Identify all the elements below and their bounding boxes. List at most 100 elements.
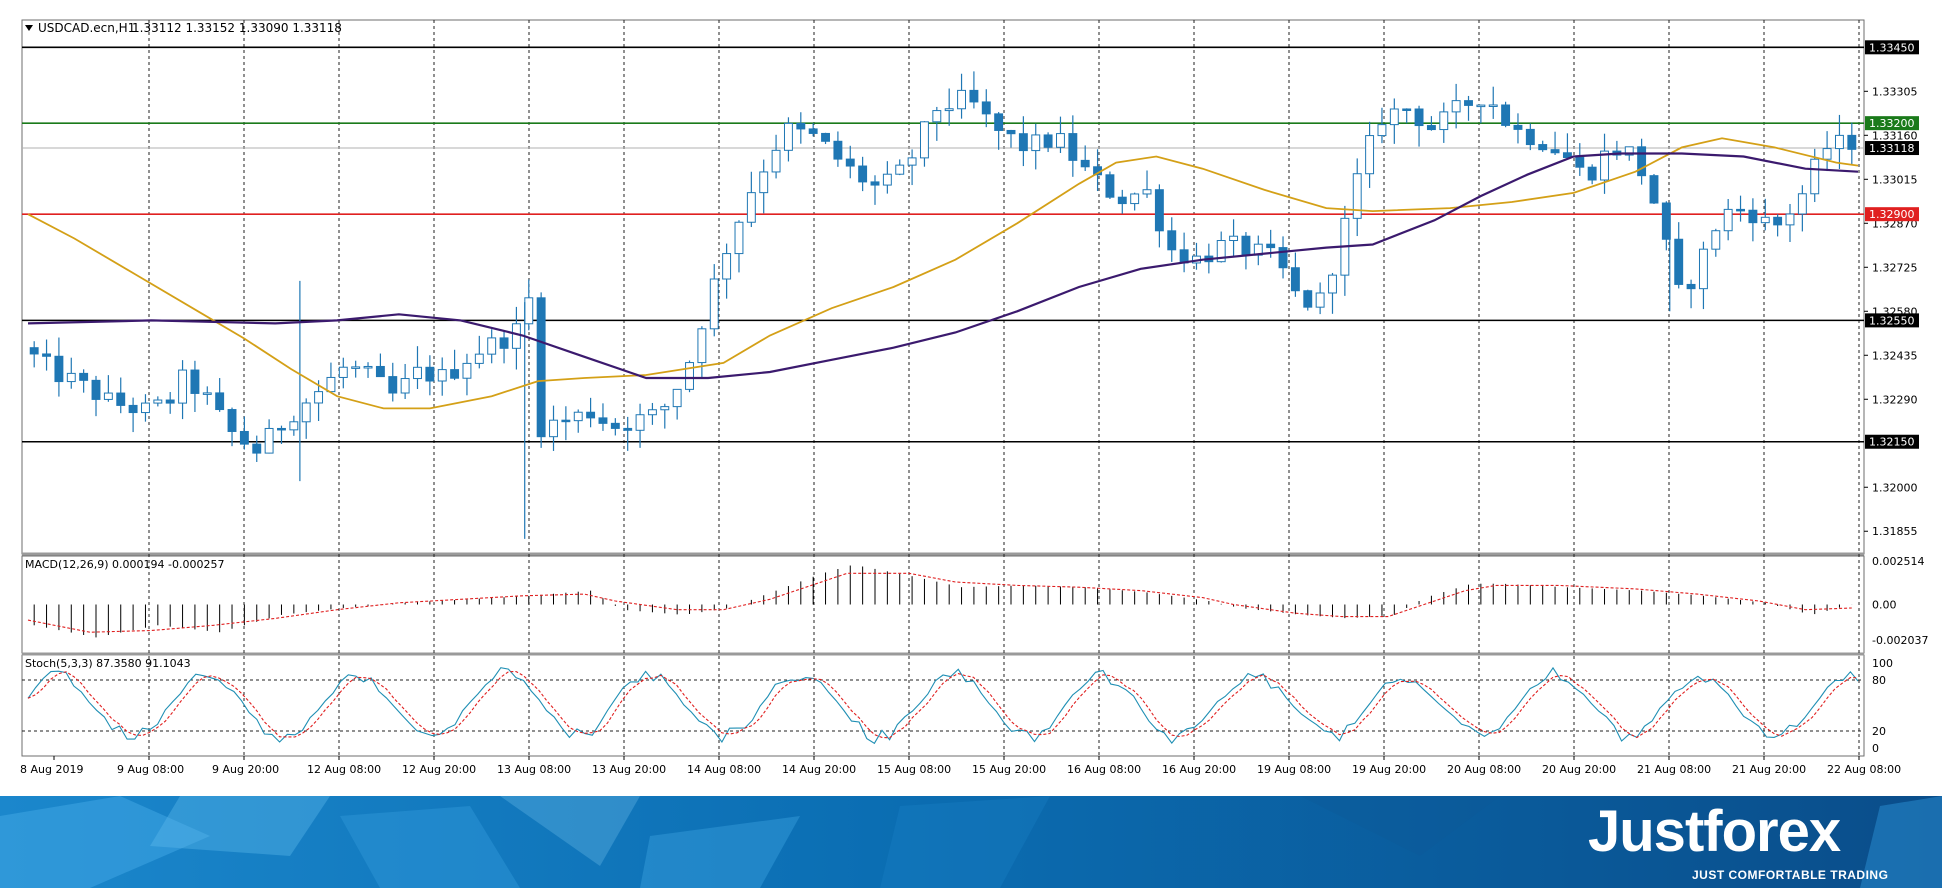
candle-body xyxy=(178,369,188,404)
candle-body xyxy=(573,411,583,422)
time-tick-label: 14 Aug 08:00 xyxy=(687,763,761,776)
candle-body xyxy=(66,372,76,383)
candle-body xyxy=(969,89,979,103)
candle-body xyxy=(1674,238,1684,285)
candle-body xyxy=(623,427,633,431)
brand-tagline: JUST COMFORTABLE TRADING xyxy=(1692,868,1889,882)
level-price-label: 1.32550 xyxy=(1869,314,1915,327)
candle-body xyxy=(1822,148,1832,160)
candle-body xyxy=(821,132,830,142)
candle-body xyxy=(215,392,225,411)
time-tick-label: 16 Aug 20:00 xyxy=(1162,763,1236,776)
macd-tick-label: -0.002037 xyxy=(1872,634,1928,647)
level-price-label: 1.32900 xyxy=(1869,208,1915,221)
stochastic-tick-label: 80 xyxy=(1872,674,1886,687)
dropdown-triangle-icon[interactable] xyxy=(25,25,33,31)
candle-body xyxy=(1414,108,1424,127)
candle-body xyxy=(932,110,942,123)
candle-body xyxy=(1290,267,1300,292)
candle-body xyxy=(301,402,311,423)
candle-body xyxy=(833,140,843,160)
price-tick-label: 1.32290 xyxy=(1872,393,1918,406)
candle-body xyxy=(1154,189,1164,232)
candle-body xyxy=(1834,134,1844,150)
candle-body xyxy=(858,165,868,183)
price-axis: 1.333051.331601.330151.328701.327251.325… xyxy=(1864,40,1919,538)
candle-body xyxy=(450,369,460,379)
level-price-tag xyxy=(1865,313,1919,328)
candle-body xyxy=(1810,158,1820,195)
candle-body xyxy=(388,376,398,394)
price-tick-label: 1.32725 xyxy=(1872,261,1918,274)
time-tick-label: 20 Aug 20:00 xyxy=(1542,763,1616,776)
stochastic-panel xyxy=(21,654,1865,757)
candle-body xyxy=(895,164,905,175)
candlesticks xyxy=(29,71,1857,539)
macd-tick-label: 0.002514 xyxy=(1872,555,1925,568)
candle-body xyxy=(1562,152,1572,159)
time-tick-label: 12 Aug 20:00 xyxy=(402,763,476,776)
level-price-tag xyxy=(1865,116,1919,131)
candle-body xyxy=(882,173,892,186)
candle-body xyxy=(1476,104,1486,108)
stochastic-label: Stoch(5,3,3) 87.3580 91.1043 xyxy=(25,657,191,670)
level-price-tag xyxy=(1865,434,1919,449)
candle-body xyxy=(1525,128,1535,146)
candle-body xyxy=(487,337,497,355)
candle-body xyxy=(437,369,447,382)
candle-body xyxy=(141,402,150,414)
candle-body xyxy=(1451,100,1461,113)
candle-body xyxy=(314,391,324,404)
candle-body xyxy=(808,128,818,134)
candle-body xyxy=(202,392,212,395)
candle-body xyxy=(1056,133,1065,148)
candle-body xyxy=(29,347,39,355)
candle-body xyxy=(685,362,694,390)
level-price-tag xyxy=(1865,40,1919,55)
macd-indicator: 0.002514 0.00 -0.002037 xyxy=(27,555,1928,647)
candle-body xyxy=(647,409,657,416)
candle-body xyxy=(1501,104,1511,126)
time-tick-label: 8 Aug 2019 xyxy=(20,763,83,776)
candle-body xyxy=(1439,111,1449,131)
candle-body xyxy=(1723,208,1733,232)
candle-body xyxy=(1031,134,1041,152)
candle-body xyxy=(919,121,929,159)
candle-body xyxy=(709,278,719,330)
candle-body xyxy=(796,122,806,130)
candle-body xyxy=(561,419,571,423)
candle-body xyxy=(1117,196,1127,205)
price-tick-label: 1.33015 xyxy=(1872,173,1918,186)
candle-body xyxy=(227,409,237,432)
main-price-panel xyxy=(21,19,1865,555)
stochastic-indicator: 100 80 20 0 xyxy=(22,657,1893,755)
candle-body xyxy=(1352,173,1362,219)
time-tick-label: 14 Aug 20:00 xyxy=(782,763,856,776)
time-tick-label: 15 Aug 20:00 xyxy=(972,763,1046,776)
brand-banner: Justforex JUST COMFORTABLE TRADING xyxy=(0,796,1942,888)
time-tick-label: 22 Aug 08:00 xyxy=(1827,763,1901,776)
price-tick-label: 1.32000 xyxy=(1872,481,1918,494)
candle-body xyxy=(289,421,299,431)
price-tick-label: 1.33160 xyxy=(1872,129,1918,142)
candle-body xyxy=(981,101,991,115)
candle-body xyxy=(1797,193,1807,215)
candle-body xyxy=(1167,230,1177,251)
candle-body xyxy=(1303,290,1313,308)
candle-body xyxy=(1488,104,1498,107)
candle-body xyxy=(1698,248,1708,290)
macd-label: MACD(12,26,9) 0.000194 -0.000257 xyxy=(25,558,224,571)
current-price-label: 1.33118 xyxy=(1869,142,1915,155)
candle-body xyxy=(165,399,175,404)
symbol-header: USDCAD.ecn,H1 xyxy=(38,21,135,35)
candle-body xyxy=(1624,146,1634,156)
candle-body xyxy=(1216,240,1226,263)
candle-body xyxy=(722,253,732,280)
candle-body xyxy=(957,89,967,110)
moving-averages xyxy=(27,137,1859,410)
stochastic-d-line xyxy=(27,670,1859,739)
candle-body xyxy=(1328,274,1337,294)
candle-body xyxy=(1229,235,1239,242)
candle-body xyxy=(1402,108,1412,111)
candle-body xyxy=(771,149,781,173)
